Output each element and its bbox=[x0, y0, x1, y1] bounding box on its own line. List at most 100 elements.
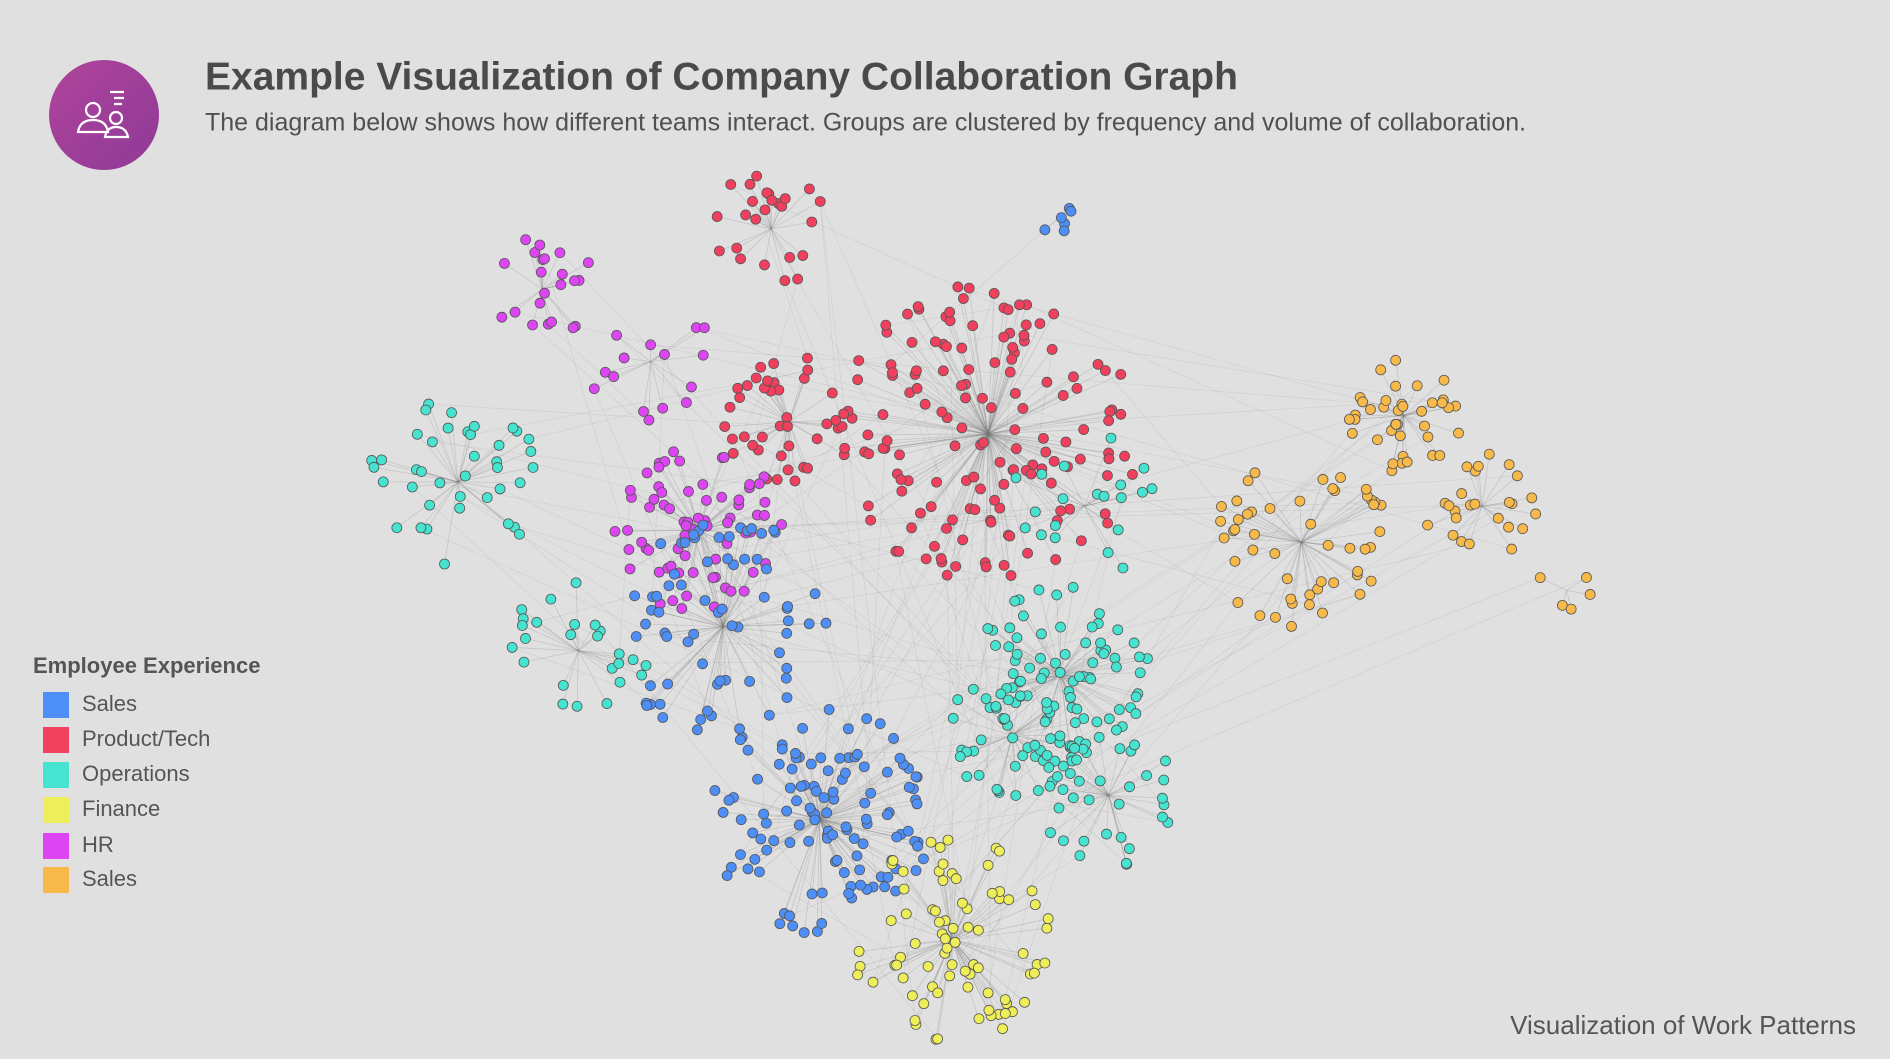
node bbox=[588, 383, 600, 395]
node bbox=[1394, 430, 1406, 442]
edge bbox=[1108, 795, 1127, 865]
legend: Employee Experience Sales Product/Tech Ope… bbox=[33, 653, 260, 893]
edge bbox=[988, 433, 1110, 460]
node bbox=[761, 844, 773, 856]
node bbox=[823, 704, 835, 715]
node bbox=[630, 631, 642, 642]
edge bbox=[1301, 541, 1358, 572]
edge bbox=[779, 819, 820, 924]
edge bbox=[578, 650, 634, 661]
node bbox=[746, 523, 758, 534]
edge bbox=[789, 421, 818, 440]
node bbox=[802, 462, 813, 474]
edge bbox=[1063, 465, 1085, 507]
node bbox=[1130, 691, 1142, 703]
edge bbox=[963, 298, 989, 434]
node bbox=[702, 705, 713, 717]
edge bbox=[1060, 674, 1098, 723]
edge bbox=[987, 433, 1082, 541]
node bbox=[368, 461, 380, 473]
node bbox=[1015, 675, 1026, 687]
node bbox=[735, 814, 747, 826]
node bbox=[929, 540, 940, 552]
edge bbox=[819, 776, 917, 820]
node bbox=[1360, 483, 1372, 495]
edge bbox=[940, 433, 989, 559]
edge bbox=[1108, 794, 1163, 818]
node bbox=[1036, 628, 1047, 640]
node bbox=[1007, 732, 1019, 744]
node bbox=[780, 672, 792, 684]
node bbox=[880, 319, 892, 331]
edge bbox=[917, 462, 1001, 847]
node bbox=[1231, 495, 1243, 507]
node bbox=[555, 279, 567, 291]
edge bbox=[1084, 505, 1124, 569]
node bbox=[655, 538, 667, 550]
node bbox=[534, 239, 546, 251]
edge bbox=[650, 361, 687, 403]
node bbox=[622, 524, 634, 536]
edge bbox=[650, 361, 664, 409]
node bbox=[1094, 608, 1105, 620]
edge bbox=[792, 819, 820, 927]
edge bbox=[951, 939, 969, 988]
node bbox=[1022, 547, 1033, 559]
node bbox=[944, 970, 956, 982]
node bbox=[1503, 459, 1515, 471]
node bbox=[1511, 470, 1523, 482]
footer: Visualization of Work Patterns bbox=[1510, 1010, 1856, 1040]
node bbox=[1117, 562, 1129, 574]
edge bbox=[1060, 672, 1141, 676]
edge bbox=[457, 467, 534, 483]
edge bbox=[693, 534, 816, 595]
node bbox=[843, 888, 855, 899]
edge bbox=[1060, 642, 1101, 676]
node bbox=[838, 867, 850, 878]
edge bbox=[593, 388, 758, 780]
edge bbox=[1236, 500, 1302, 543]
edge bbox=[1301, 541, 1371, 548]
edge bbox=[508, 523, 1131, 708]
node bbox=[424, 499, 435, 511]
edge bbox=[548, 323, 650, 421]
edge bbox=[457, 431, 469, 483]
edge bbox=[1108, 795, 1127, 864]
legend-label: Product/Tech bbox=[82, 726, 210, 751]
node bbox=[768, 524, 780, 536]
edge bbox=[988, 433, 1044, 439]
node bbox=[815, 752, 827, 764]
node bbox=[1058, 225, 1070, 237]
node bbox=[827, 829, 839, 841]
node bbox=[978, 437, 989, 449]
edge bbox=[953, 717, 1013, 736]
edge bbox=[987, 374, 1121, 435]
node bbox=[1083, 794, 1095, 806]
node bbox=[910, 865, 922, 876]
node bbox=[659, 349, 670, 360]
node bbox=[994, 845, 1005, 857]
node bbox=[1044, 780, 1056, 792]
edge bbox=[747, 868, 901, 958]
node bbox=[763, 709, 775, 721]
node bbox=[950, 561, 962, 572]
node bbox=[859, 797, 871, 809]
edge bbox=[1060, 650, 1102, 676]
edge bbox=[965, 397, 989, 435]
edge bbox=[1481, 505, 1512, 550]
edge bbox=[946, 540, 1082, 949]
node bbox=[493, 439, 505, 451]
node bbox=[556, 268, 568, 280]
node bbox=[681, 590, 692, 602]
node bbox=[516, 604, 528, 616]
node bbox=[718, 452, 730, 463]
node bbox=[941, 341, 952, 353]
edge bbox=[987, 352, 1015, 434]
node bbox=[1534, 572, 1546, 584]
edge bbox=[578, 650, 620, 655]
node bbox=[768, 835, 780, 847]
node bbox=[1071, 383, 1083, 394]
node bbox=[1335, 472, 1346, 483]
node bbox=[688, 628, 700, 640]
legend-label: HR bbox=[82, 832, 114, 857]
